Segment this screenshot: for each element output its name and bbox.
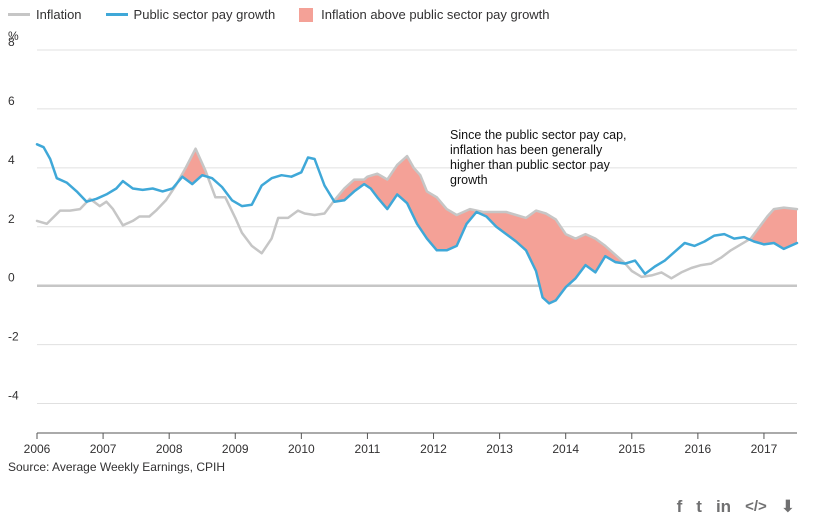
grid xyxy=(37,49,797,405)
x-tick-label: 2008 xyxy=(156,442,183,456)
y-tick-label: 2 xyxy=(8,212,15,226)
legend-item-pay[interactable]: Public sector pay growth xyxy=(105,7,276,22)
y-tick-label: -2 xyxy=(8,330,19,344)
legend-label-pay: Public sector pay growth xyxy=(133,7,276,22)
embed-icon[interactable]: </> xyxy=(745,498,767,515)
gap-region xyxy=(177,148,208,185)
share-bar: f t in </> ⬇ xyxy=(677,497,795,517)
legend-label-inflation: Inflation xyxy=(36,7,82,22)
annotation-line-4: growth xyxy=(450,173,488,187)
x-tick-label: 2011 xyxy=(355,442,381,456)
legend-label-gap: Inflation above public sector pay growth xyxy=(321,7,550,22)
x-tick-label: 2010 xyxy=(288,442,315,456)
y-tick-label: 0 xyxy=(8,271,15,285)
x-tick-label: 2017 xyxy=(751,442,778,456)
y-tick-label: 4 xyxy=(8,153,15,167)
inflation-swatch xyxy=(8,13,30,16)
series-lines xyxy=(35,143,799,305)
x-tick-label: 2015 xyxy=(618,442,645,456)
x-tick-label: 2016 xyxy=(685,442,712,456)
twitter-icon[interactable]: t xyxy=(696,497,702,516)
legend-item-inflation[interactable]: Inflation xyxy=(8,7,82,22)
source-note: Source: Average Weekly Earnings, CPIH xyxy=(8,460,225,474)
x-tick-label: 2007 xyxy=(90,442,117,456)
y-tick-label: 6 xyxy=(8,94,15,108)
y-axis-label: % xyxy=(8,29,19,43)
gap-region xyxy=(334,156,625,304)
y-tick-label: -4 xyxy=(8,389,19,403)
annotation-line-3: higher than public sector pay xyxy=(450,158,611,172)
gap-area xyxy=(87,148,797,304)
x-tick-label: 2009 xyxy=(222,442,249,456)
x-tick-label: 2014 xyxy=(552,442,579,456)
legend: Inflation Public sector pay growth Infla… xyxy=(8,7,574,22)
facebook-icon[interactable]: f xyxy=(676,497,683,516)
pay-swatch xyxy=(105,13,128,16)
download-icon[interactable]: ⬇ xyxy=(780,497,795,516)
x-tick-label: 2013 xyxy=(486,442,513,456)
annotation-line-2: inflation has been generally xyxy=(450,143,603,157)
series-line-inflation xyxy=(35,147,799,280)
gap-region xyxy=(749,207,797,249)
annotation: Since the public sector pay cap, inflati… xyxy=(450,128,630,187)
x-tick-label: 2012 xyxy=(420,442,447,456)
axes: 8 6 4 2 0 -2 -4 2006 2007 2008 2009 2010 2011 2012 201… xyxy=(8,35,797,456)
legend-item-gap[interactable]: Inflation above public sector pay growth xyxy=(299,7,550,22)
gap-swatch xyxy=(299,7,314,22)
y-tick-label: 8 xyxy=(8,35,15,49)
series-line-pay xyxy=(35,143,799,305)
x-tick-label: 2006 xyxy=(24,442,51,456)
linkedin-icon[interactable]: in xyxy=(715,497,732,516)
annotation-line-1: Since the public sector pay cap, xyxy=(450,128,627,142)
